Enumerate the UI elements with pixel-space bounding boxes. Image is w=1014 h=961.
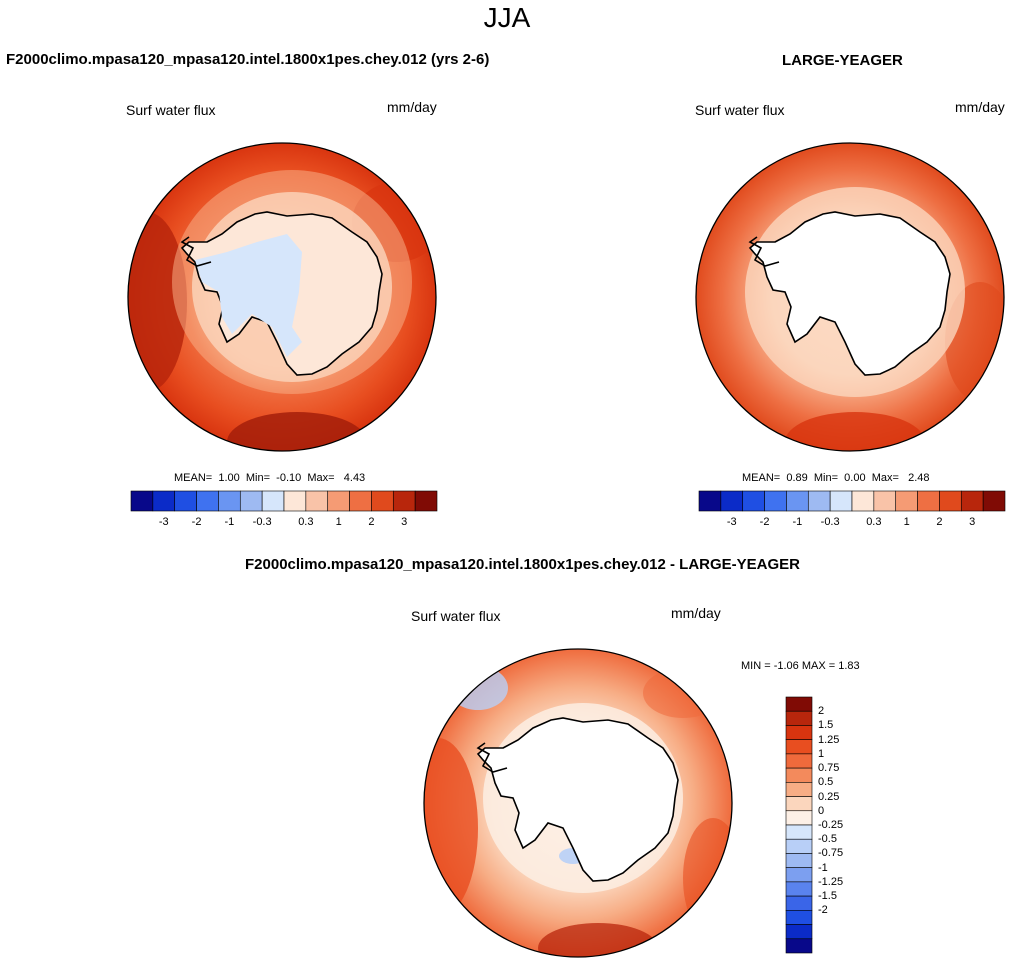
colorbar-box: [130, 490, 154, 512]
panel-1-map: [127, 142, 437, 452]
colorbar-box: [785, 696, 813, 712]
colorbar-tick-label: -2: [759, 516, 770, 528]
colorbar-box: [152, 490, 176, 512]
colorbar-box: [785, 796, 813, 812]
colorbar-tick-label: 0.5: [818, 776, 834, 789]
panel-3-antarctica: [476, 717, 679, 882]
colorbar-box: [785, 895, 813, 911]
colorbar-tick-label: -1.5: [818, 890, 837, 903]
colorbar-tick-label: -1: [818, 861, 828, 874]
colorbar-tick-label: 2: [368, 516, 375, 528]
colorbar-box: [785, 753, 813, 769]
colorbar-box: [960, 490, 984, 512]
panel-2-title: LARGE-YEAGER: [782, 52, 903, 69]
colorbar-box: [785, 938, 813, 954]
colorbar-box: [785, 881, 813, 897]
panel-2-variable: Surf water flux: [695, 102, 785, 118]
colorbar-box: [283, 490, 307, 512]
colorbar-box: [786, 490, 809, 512]
colorbar-tick-label: -1.25: [818, 875, 844, 888]
panel-1-stats: MEAN= 1.00 Min= -0.10 Max= 4.43: [174, 472, 366, 484]
colorbar-box: [239, 490, 263, 512]
colorbar-tick-label: 0.3: [298, 516, 314, 528]
colorbar-box: [327, 490, 350, 512]
colorbar-tick-label: -0.5: [818, 833, 837, 846]
colorbar-box: [785, 838, 813, 854]
panel-2-colorbar: [698, 490, 1006, 512]
panel-1-colorbar: [130, 490, 438, 512]
colorbar-box: [698, 490, 722, 512]
panel-3-variable: Surf water flux: [411, 608, 501, 624]
colorbar-box: [807, 490, 831, 512]
colorbar-tick-label: -2: [818, 904, 828, 917]
colorbar-tick-label: -1: [792, 516, 803, 528]
colorbar-box: [785, 710, 813, 726]
colorbar-tick-label: 1: [818, 747, 825, 760]
colorbar-tick-label: -1: [224, 516, 235, 528]
colorbar-box: [939, 490, 962, 512]
panel-1-variable: Surf water flux: [126, 102, 216, 118]
colorbar-box: [785, 767, 813, 783]
colorbar-box: [785, 739, 813, 755]
colorbar-tick-label: 2: [818, 705, 825, 718]
panel-3-range: MIN = -1.06 MAX = 1.83: [741, 660, 860, 672]
panel-2-antarctica: [748, 211, 951, 376]
panel-2-map: [695, 142, 1005, 452]
colorbar-tick-label: -3: [158, 516, 169, 528]
colorbar-tick-label: 3: [401, 516, 408, 528]
colorbar-box: [785, 910, 813, 925]
colorbar-tick-label: -0.75: [818, 847, 844, 860]
panel-3-colorbar: [785, 696, 813, 954]
colorbar-tick-label: -2: [191, 516, 202, 528]
panel-2-stats: MEAN= 0.89 Min= 0.00 Max= 2.48: [742, 472, 930, 484]
season-title: JJA: [483, 2, 531, 33]
colorbar-tick-label: 2: [936, 516, 943, 528]
colorbar-box: [742, 490, 765, 512]
colorbar-box: [174, 490, 197, 512]
colorbar-box: [785, 853, 813, 868]
panel-3-map: [423, 648, 733, 958]
panel-3-title: F2000climo.mpasa120_mpasa120.intel.1800x…: [245, 556, 801, 573]
colorbar-box: [785, 924, 813, 940]
colorbar-tick-label: 1: [335, 516, 342, 528]
colorbar-box: [392, 490, 416, 512]
colorbar-tick-label: 0.3: [866, 516, 882, 528]
colorbar-box: [764, 490, 787, 512]
colorbar-box: [785, 824, 813, 840]
colorbar-box: [261, 490, 285, 512]
colorbar-box: [414, 490, 438, 512]
colorbar-tick-label: -0.3: [820, 516, 840, 528]
colorbar-box: [873, 490, 897, 512]
panel-2-units: mm/day: [955, 99, 1005, 115]
panel-1-title: F2000climo.mpasa120_mpasa120.intel.1800x…: [6, 51, 490, 68]
colorbar-tick-label: 0.75: [818, 762, 840, 775]
panel-3-units: mm/day: [671, 605, 721, 621]
colorbar-box: [851, 490, 875, 512]
colorbar-box: [785, 782, 813, 797]
colorbar-box: [305, 490, 329, 512]
colorbar-box: [785, 810, 813, 826]
colorbar-box: [196, 490, 219, 512]
colorbar-box: [895, 490, 918, 512]
colorbar-box: [785, 867, 813, 883]
colorbar-box: [218, 490, 241, 512]
colorbar-tick-label: 1: [903, 516, 910, 528]
colorbar-tick-label: 1.5: [818, 719, 834, 732]
colorbar-tick-label: -0.25: [818, 819, 844, 831]
colorbar-tick-label: 0.25: [818, 790, 840, 803]
colorbar-box: [785, 725, 813, 740]
colorbar-box: [371, 490, 394, 512]
colorbar-box: [829, 490, 853, 512]
colorbar-tick-label: 0: [818, 804, 825, 817]
colorbar-tick-label: 3: [969, 516, 976, 528]
colorbar-box: [917, 490, 940, 512]
colorbar-tick-label: -3: [726, 516, 737, 528]
colorbar-box: [349, 490, 372, 512]
colorbar-box: [982, 490, 1006, 512]
colorbar-box: [720, 490, 744, 512]
panel-1-units: mm/day: [387, 99, 437, 115]
colorbar-tick-label: 1.25: [818, 733, 840, 746]
colorbar-tick-label: -0.3: [252, 516, 272, 528]
